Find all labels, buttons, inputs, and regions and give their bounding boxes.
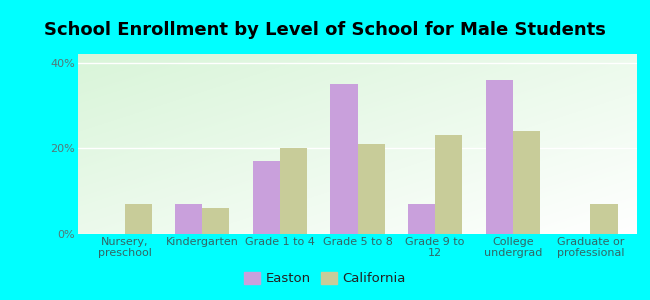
Bar bbox=[358, 144, 385, 234]
Bar bbox=[435, 135, 462, 234]
Legend: Easton, California: Easton, California bbox=[239, 266, 411, 290]
Bar bbox=[202, 208, 229, 234]
Text: School Enrollment by Level of School for Male Students: School Enrollment by Level of School for… bbox=[44, 21, 606, 39]
Bar bbox=[330, 84, 358, 234]
Bar bbox=[175, 204, 202, 234]
Bar bbox=[590, 204, 618, 234]
Bar bbox=[408, 204, 435, 234]
Bar bbox=[513, 131, 540, 234]
Bar bbox=[486, 80, 513, 234]
Bar bbox=[125, 204, 151, 234]
Bar bbox=[253, 161, 280, 234]
Bar bbox=[280, 148, 307, 234]
